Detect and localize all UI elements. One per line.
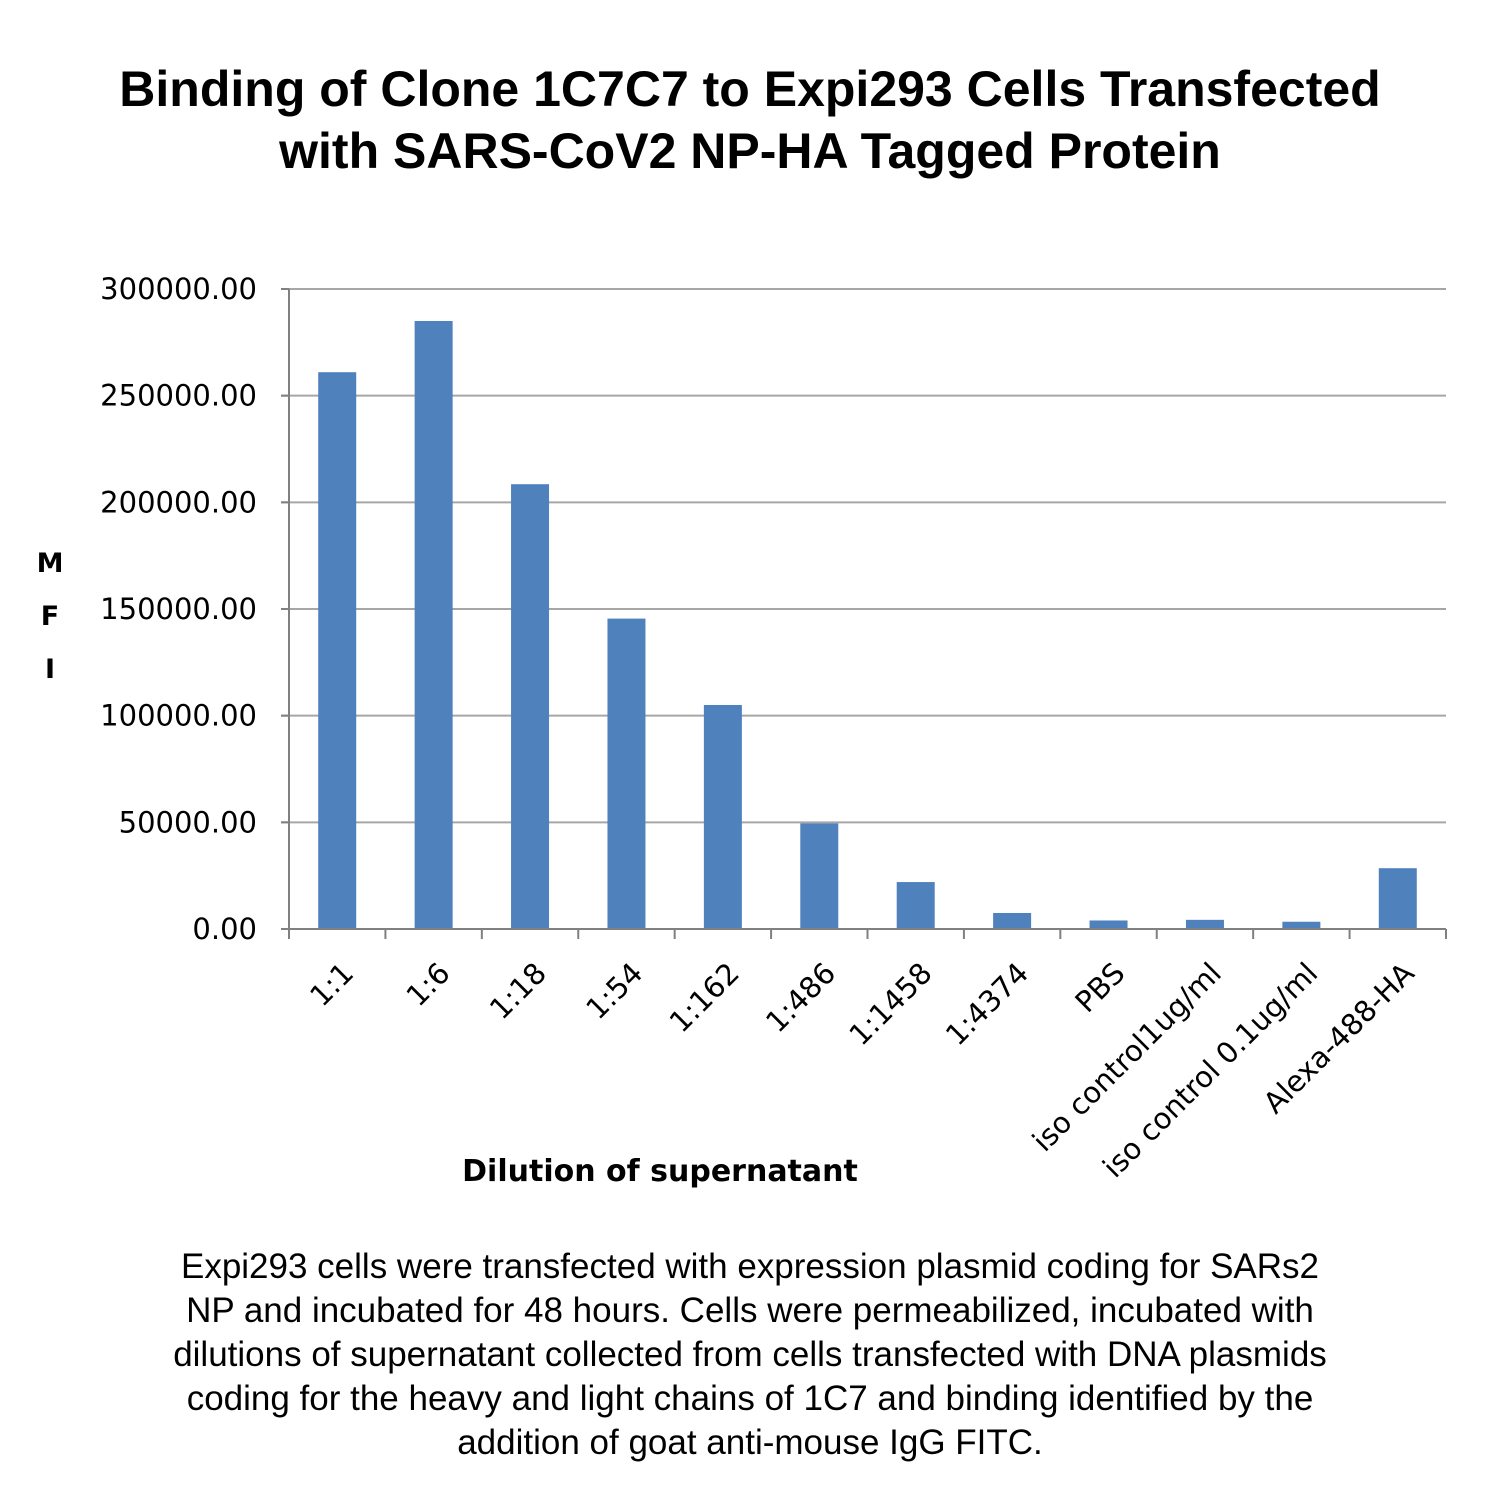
x-tick-label: 1:1458	[842, 956, 938, 1052]
bar	[993, 913, 1032, 929]
caption-line-4: coding for the heavy and light chains of…	[186, 1379, 1314, 1418]
gridlines	[281, 288, 1446, 824]
axes	[281, 288, 1447, 939]
x-axis-label: Dilution of supernatant	[462, 1154, 858, 1189]
caption-line-3: dilutions of supernatant collected from …	[173, 1335, 1327, 1374]
bar	[800, 823, 839, 929]
y-axis-label-letter: M	[37, 548, 64, 579]
y-tick-label: 50000.00	[119, 805, 257, 839]
y-tick-label: 300000.00	[100, 272, 257, 306]
x-tick-label: 1:18	[483, 956, 553, 1026]
x-tick-label: 1:6	[400, 956, 457, 1013]
bar	[607, 618, 646, 929]
bar	[1282, 921, 1321, 929]
bar	[1378, 868, 1417, 929]
y-tick-label: 100000.00	[100, 699, 257, 733]
x-tick-label: 1:4374	[939, 956, 1035, 1052]
x-tick-labels: 1:1 1:6 1:18 1:54 1:162 1:486 1:1458 1:4374 PBSi…	[303, 956, 1421, 1184]
y-tick-label: 0.00	[192, 912, 257, 946]
y-axis-label: MFI	[37, 548, 64, 685]
x-tick-label: 1:1	[303, 956, 360, 1013]
y-tick-label: 200000.00	[100, 485, 257, 519]
bar	[414, 321, 453, 929]
caption-line-2: NP and incubated for 48 hours. Cells wer…	[186, 1291, 1314, 1330]
x-tick-label: 1:54	[579, 956, 649, 1026]
y-tick-label: 150000.00	[100, 592, 257, 626]
caption-line-1: Expi293 cells were transfected with expr…	[180, 1247, 1320, 1286]
y-axis-label-letter: F	[41, 601, 59, 632]
chart-title: Binding of Clone 1C7C7 to Expi293 Cells …	[0, 58, 1500, 182]
y-tick-label: 250000.00	[100, 379, 257, 413]
y-tick-labels: 0.00 50000.00 100000.00 150000.00 200000.00 2…	[100, 272, 257, 946]
x-tick-label: 1:162	[663, 956, 746, 1039]
bars	[318, 321, 1417, 929]
bar	[896, 882, 935, 929]
bar	[318, 372, 357, 929]
x-tick-label: PBS	[1068, 956, 1131, 1019]
title-line-2: with SARS-CoV2 NP-HA Tagged Protein	[279, 123, 1221, 179]
bar	[703, 705, 742, 929]
figure-caption: Expi293 cells were transfected with expr…	[0, 1245, 1500, 1465]
y-axis-label-letter: I	[45, 654, 55, 685]
bar	[1185, 919, 1224, 929]
bar	[1089, 920, 1128, 929]
caption-line-5: addition of goat anti-mouse IgG FITC.	[457, 1423, 1043, 1462]
bar	[511, 484, 550, 929]
x-tick-label: iso control1ug/ml	[1026, 956, 1228, 1158]
title-line-1: Binding of Clone 1C7C7 to Expi293 Cells …	[119, 61, 1381, 117]
x-tick-label: 1:486	[759, 956, 842, 1039]
